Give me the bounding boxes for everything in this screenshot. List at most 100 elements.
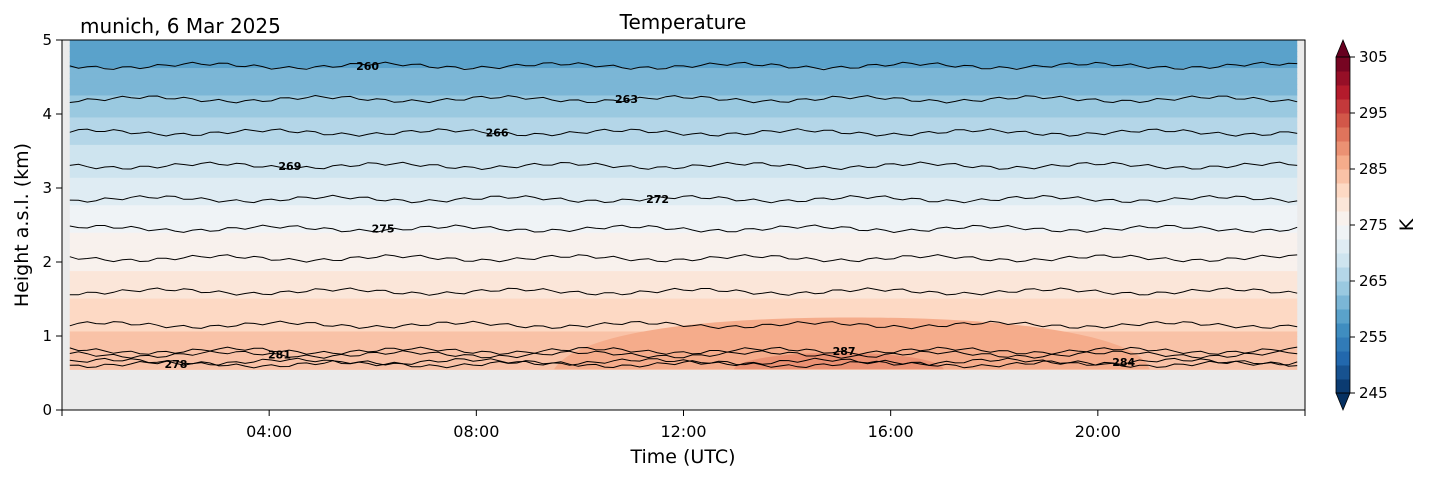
colorbar-segment <box>1336 211 1350 226</box>
chart-title: Temperature <box>619 10 747 34</box>
contour-line-263 <box>69 94 1298 104</box>
colorbar-segment <box>1336 253 1350 268</box>
colorbar-extend-top <box>1335 38 1351 58</box>
temperature-band <box>69 226 1298 233</box>
temperature-band <box>69 210 1298 217</box>
contour-line-260 <box>69 61 1298 71</box>
temperature-band <box>69 56 1298 63</box>
warm-region <box>554 317 1150 370</box>
colorbar-segment <box>1336 127 1350 142</box>
contour-line-269 <box>69 161 1298 171</box>
temperature-band <box>69 292 1298 299</box>
x-axis-label: Time (UTC) <box>629 446 735 468</box>
colorbar-label: K <box>1396 218 1418 231</box>
colorbar-segment <box>1336 85 1350 100</box>
temperature-band <box>69 138 1298 145</box>
colorbar-segment <box>1336 323 1350 338</box>
colorbar-segment <box>1336 169 1350 184</box>
temperature-band <box>69 45 1298 52</box>
colorbar-segment <box>1336 281 1350 296</box>
colorbar-segment <box>1336 365 1350 380</box>
colorbar-tick-label: 295 <box>1359 104 1388 122</box>
contour-line-281 <box>69 287 1298 296</box>
colorbar-extend-bottom <box>1335 392 1351 412</box>
temperature-band <box>69 61 1298 69</box>
temperature-band <box>69 155 1298 162</box>
temperature-band <box>69 171 1298 178</box>
temperature-band <box>69 149 1298 156</box>
y-tick-label: 4 <box>42 105 52 123</box>
colorbar-segment <box>1336 309 1350 324</box>
temperature-band <box>69 303 1298 310</box>
temperature-band <box>69 204 1298 211</box>
y-axis: 0 1 2 3 4 5 <box>42 31 62 419</box>
colorbar-segment <box>1336 379 1350 394</box>
temperature-band <box>69 188 1298 195</box>
contour-label-266: 266 <box>486 127 509 140</box>
temperature-band <box>69 78 1298 85</box>
contour-labels: 260 263 266 269 272 275 281 278 284 287 <box>164 60 1135 371</box>
temperature-band <box>69 265 1298 272</box>
contour-label-263: 263 <box>615 93 638 106</box>
y-tick-label: 5 <box>42 31 52 49</box>
temperature-band <box>69 270 1298 277</box>
contour-line-281 <box>69 350 1298 359</box>
temperature-band <box>69 237 1298 244</box>
contour-label-278: 278 <box>164 358 187 371</box>
y-tick-label: 3 <box>42 179 52 197</box>
temperature-band <box>69 111 1298 118</box>
colorbar-tick-label: 265 <box>1359 272 1388 290</box>
x-tick-label: 16:00 <box>868 422 914 441</box>
contour-label-287: 287 <box>833 345 856 358</box>
contour-label-275: 275 <box>372 223 395 236</box>
contour-label-284: 284 <box>1112 356 1135 369</box>
temperature-band <box>69 72 1298 80</box>
temperature-band <box>69 221 1298 228</box>
temperature-band <box>69 105 1298 112</box>
temperature-band <box>69 314 1298 321</box>
contour-line-278 <box>69 254 1298 263</box>
x-tick-label: 12:00 <box>660 422 706 441</box>
colorbar-segment <box>1336 155 1350 170</box>
temperature-band <box>69 160 1298 167</box>
temperature-band <box>69 215 1298 222</box>
contour-line-275 <box>69 224 1298 234</box>
contour-line-284 <box>69 320 1298 330</box>
temperature-band <box>69 232 1298 239</box>
colorbar-segment <box>1336 337 1350 352</box>
contour-label-260: 260 <box>356 60 379 73</box>
colorbar-tick-label: 285 <box>1359 160 1388 178</box>
colorbar-segment <box>1336 225 1350 240</box>
temperature-band <box>69 275 1298 283</box>
temperature-band <box>69 116 1298 123</box>
temperature-band <box>69 144 1298 151</box>
colorbar-segment <box>1336 71 1350 86</box>
temperature-band <box>69 308 1298 316</box>
contour-label-269: 269 <box>278 160 301 173</box>
temperature-bands <box>69 40 1298 370</box>
location-date-label: munich, 6 Mar 2025 <box>80 14 281 38</box>
y-tick-label: 0 <box>42 401 52 419</box>
colorbar-segment <box>1336 197 1350 212</box>
temperature-band <box>69 122 1298 129</box>
temperature-band <box>69 127 1298 134</box>
colorbar-segment <box>1336 141 1350 156</box>
temperature-band <box>69 182 1298 189</box>
contour-label-272: 272 <box>646 193 669 206</box>
temperature-band <box>69 83 1298 90</box>
colorbar-segment <box>1336 267 1350 282</box>
y-axis-label: Height a.s.l. (km) <box>11 143 33 307</box>
temperature-band <box>69 281 1298 288</box>
colorbar-segment <box>1336 351 1350 366</box>
x-tick-label: 20:00 <box>1075 422 1121 441</box>
temperature-band <box>69 259 1298 266</box>
contour-line-287 <box>69 346 1298 356</box>
temperature-band <box>69 40 1298 47</box>
colorbar-segment <box>1336 113 1350 128</box>
y-tick-label: 2 <box>42 253 52 271</box>
temperature-band <box>69 133 1298 140</box>
temperature-band <box>69 254 1298 261</box>
colorbar-tick-label: 305 <box>1359 48 1388 66</box>
colorbar-tick-label: 275 <box>1359 216 1388 234</box>
